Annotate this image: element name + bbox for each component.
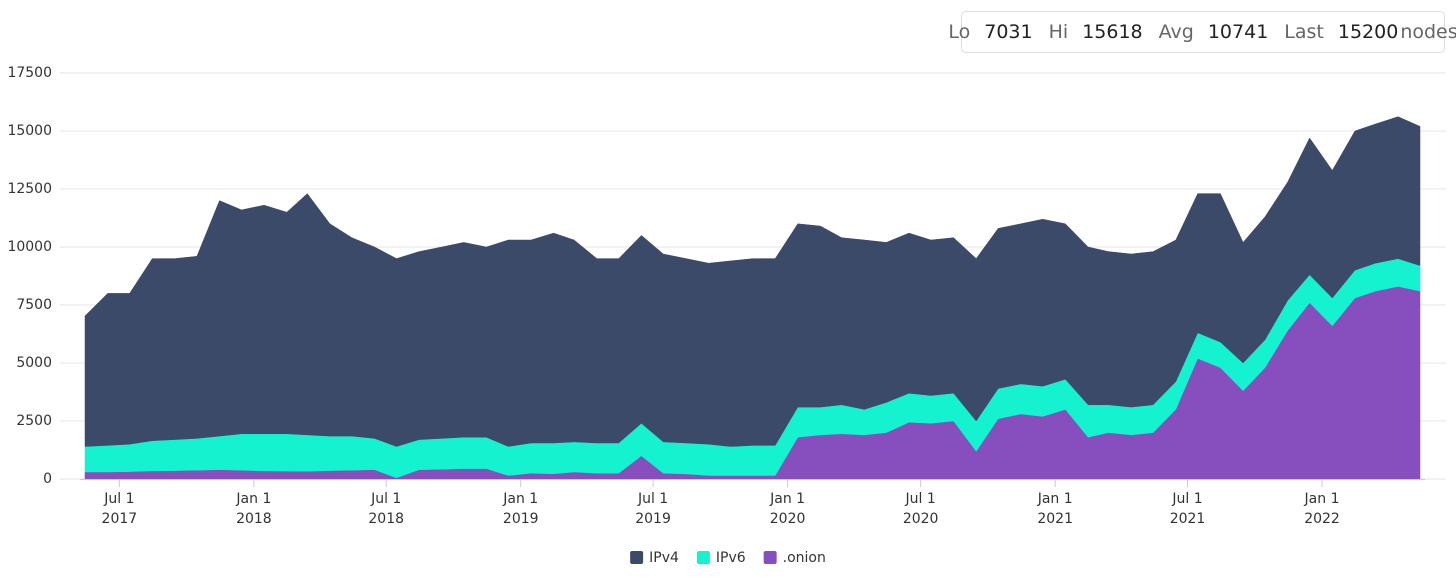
legend-label: IPv6 [716,550,746,566]
stat-value: 7031 [984,21,1033,43]
stat-label: Avg [1158,21,1194,43]
x-tick-label: 2020 [903,511,939,527]
stat-label: Lo [948,21,971,43]
x-tick-label: Jan 1 [769,491,805,507]
stat-unit: nodes [1400,21,1456,43]
legend: IPv4 IPv6 .onion [630,550,826,566]
stat-label: Hi [1048,21,1069,43]
x-tick-label: 2019 [503,511,539,527]
legend-label: IPv4 [649,550,679,566]
x-tick-label: 2017 [102,511,138,527]
x-tick-label: Jan 1 [1304,491,1340,507]
x-tick-label: 2018 [236,511,272,527]
x-tick-label: Jan 1 [235,491,271,507]
y-tick-label: 12500 [7,181,52,197]
area [84,116,1421,447]
y-tick-label: 5000 [16,355,52,371]
y-tick-label: 7500 [16,297,52,313]
x-tick-label: Jul 1 [905,491,936,507]
y-tick-label: 0 [43,471,52,487]
stat-value: 15200 [1337,21,1399,43]
stat-value: 10741 [1207,21,1269,43]
y-tick-label: 17500 [7,65,52,81]
y-tick-label: 2500 [16,413,52,429]
x-tick-label: Jul 1 [1171,491,1202,507]
legend-swatch [763,551,777,564]
y-tick-label: 10000 [7,239,52,255]
x-tick-label: 2020 [770,511,806,527]
x-tick-label: Jan 1 [502,491,538,507]
x-tick-label: Jan 1 [1037,491,1073,507]
legend-swatch [696,551,710,564]
x-tick-label: 2021 [1170,511,1206,527]
stat-label: Last [1284,21,1324,43]
stat-value: 15618 [1082,21,1143,43]
x-tick-label: 2018 [368,511,404,527]
legend-swatch [630,551,644,564]
x-tick-label: 2022 [1304,511,1340,527]
x-tick-label: Jul 1 [103,491,134,507]
x-tick-label: 2021 [1037,511,1073,527]
y-tick-label: 15000 [7,123,52,139]
stats-box: Lo 7031 Hi 15618 Avg 10741 Last 15200 nodes [948,11,1456,53]
x-tick-label: 2019 [635,511,671,527]
legend-label: .onion [783,550,826,566]
x-tick-label: Jul 1 [370,491,401,507]
x-tick-label: Jul 1 [637,491,668,507]
